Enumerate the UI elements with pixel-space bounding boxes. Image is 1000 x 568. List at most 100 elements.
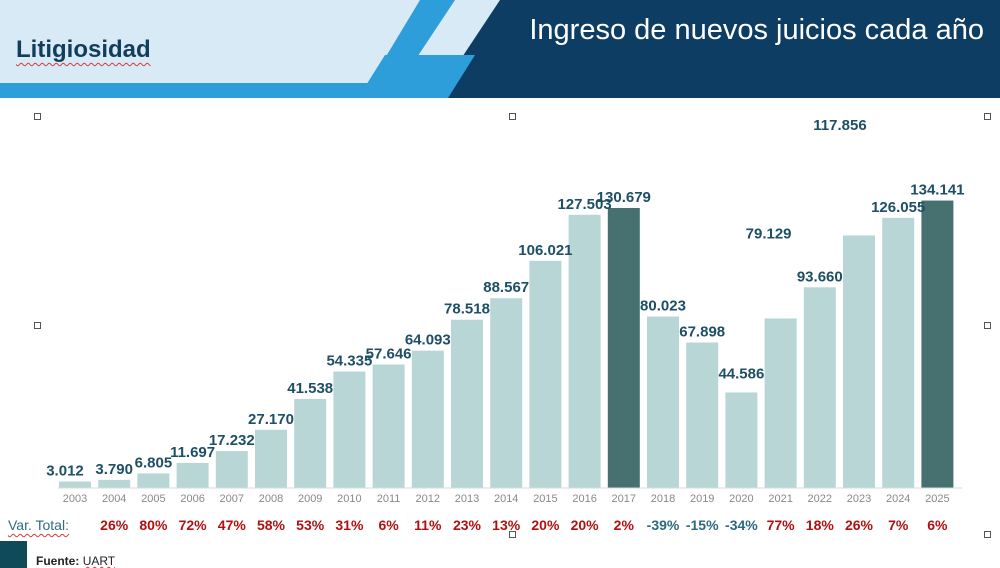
variation-value-2009: 53% <box>296 517 325 533</box>
bar-2004 <box>98 479 131 488</box>
value-label-2015: 106.021 <box>518 242 572 259</box>
value-label-2017: 130.679 <box>597 189 651 206</box>
value-label-2024: 126.055 <box>871 199 925 216</box>
value-label-2021: 79.129 <box>746 225 792 242</box>
bar-2018 <box>647 316 679 488</box>
bar-2009 <box>294 398 327 488</box>
source-value: UART <box>82 554 116 568</box>
value-label-2013: 78.518 <box>444 301 490 318</box>
variation-value-2008: 58% <box>256 517 286 533</box>
x-axis-label-group: 2003 2004 2005 2006 2007 2008 2009 2010 2011 2012… <box>63 493 950 505</box>
selection-handle[interactable] <box>509 531 516 538</box>
variation-value-2007: 47% <box>217 517 246 533</box>
value-label-2006: 11.697 <box>170 444 215 461</box>
bar-2022 <box>803 287 836 488</box>
x-tick-label-2007: 2007 <box>220 493 244 505</box>
value-label-2016: 127.503 <box>557 196 611 213</box>
variation-value-2010: 31% <box>335 517 364 533</box>
x-tick-label-2008: 2008 <box>259 493 283 505</box>
x-tick-label-2016: 2016 <box>572 493 596 505</box>
bar-2019 <box>686 342 719 488</box>
x-tick-label-2015: 2015 <box>533 493 557 505</box>
x-tick-label-2023: 2023 <box>847 493 871 505</box>
x-tick-label-2025: 2025 <box>925 493 949 505</box>
page-title: Ingreso de nuevos juicios cada año <box>529 14 984 46</box>
variation-value-2004: 26% <box>100 517 129 533</box>
variation-value-2017: 2% <box>613 517 634 533</box>
bar-2003 <box>59 481 91 488</box>
variation-value-2022: 18% <box>805 517 834 533</box>
header-banner <box>0 0 1000 98</box>
variation-value-2005: 80% <box>139 517 168 533</box>
variation-value-2014: 13% <box>492 517 521 533</box>
bar-2021 <box>764 318 797 488</box>
bar-2020 <box>725 392 758 488</box>
value-label-2020: 44.586 <box>718 365 764 382</box>
value-label-2012: 64.093 <box>405 332 451 349</box>
selection-handle[interactable] <box>984 113 991 120</box>
variation-value-2016: 20% <box>570 517 599 533</box>
x-tick-label-2009: 2009 <box>298 493 322 505</box>
header-background <box>0 0 1000 98</box>
x-tick-label-2011: 2011 <box>377 493 401 505</box>
bar-2013 <box>451 319 483 488</box>
x-tick-label-2017: 2017 <box>612 493 636 505</box>
bar-2014 <box>490 298 523 488</box>
variation-value-2021: 77% <box>766 517 795 533</box>
bar-2016 <box>568 214 601 488</box>
value-label-2018: 80.023 <box>640 298 686 315</box>
bar-2011 <box>372 364 405 488</box>
brand-title: Litigiosidad <box>16 36 151 63</box>
bar-2024 <box>882 217 915 488</box>
x-tick-label-2006: 2006 <box>180 493 204 505</box>
variation-value-2015: 20% <box>531 517 560 533</box>
value-label-2009: 41.538 <box>287 380 333 397</box>
value-label-2008: 27.170 <box>248 411 294 428</box>
x-tick-label-2019: 2019 <box>690 493 714 505</box>
value-label-2022: 93.660 <box>797 268 843 285</box>
variation-value-2023: 26% <box>844 517 874 533</box>
value-label-2010: 54.335 <box>326 353 372 370</box>
value-label-2004: 3.790 <box>95 461 133 478</box>
footer-accent-box <box>0 541 27 568</box>
value-label-2019: 67.898 <box>679 324 725 341</box>
value-label-2023: 117.856 <box>813 117 866 134</box>
x-tick-label-2022: 2022 <box>808 493 832 505</box>
selection-handle[interactable] <box>984 531 991 538</box>
bar-2017 <box>607 207 640 488</box>
value-label-2007: 17.232 <box>209 432 255 449</box>
x-tick-label-2020: 2020 <box>729 493 753 505</box>
variation-value-2006: 72% <box>178 517 207 533</box>
value-label-2014: 88.567 <box>483 279 529 296</box>
selection-handle[interactable] <box>984 322 991 329</box>
variation-label: Var. Total: <box>8 517 69 533</box>
bar-2023 <box>843 235 875 488</box>
x-tick-label-2013: 2013 <box>455 493 479 505</box>
bar-2012 <box>411 350 444 488</box>
x-tick-label-2021: 2021 <box>768 493 792 505</box>
bar-2008 <box>255 429 287 488</box>
bar-group <box>59 200 954 488</box>
source-label: Fuente: <box>36 554 80 568</box>
variation-value-2013: 23% <box>452 517 482 533</box>
x-tick-label-2004: 2004 <box>102 493 126 505</box>
x-tick-label-2010: 2010 <box>337 493 361 505</box>
x-tick-label-2018: 2018 <box>651 493 675 505</box>
x-tick-label-2012: 2012 <box>416 493 440 505</box>
source-note: Fuente: UART <box>36 554 115 568</box>
bar-2005 <box>137 473 170 488</box>
x-tick-label-2024: 2024 <box>886 493 910 505</box>
selection-handle[interactable] <box>34 113 41 120</box>
bar-2025 <box>921 200 954 488</box>
variation-value-2024: 7% <box>888 517 909 533</box>
bar-2010 <box>333 371 366 488</box>
selection-handle[interactable] <box>509 113 516 120</box>
x-tick-label-2014: 2014 <box>494 493 518 505</box>
variation-value-2018: -39% <box>646 517 680 533</box>
selection-handle[interactable] <box>34 322 41 329</box>
variation-value-2019: -15% <box>685 517 719 533</box>
variation-value-2011: 6% <box>378 517 399 533</box>
value-label-2025: 134.141 <box>910 182 964 199</box>
